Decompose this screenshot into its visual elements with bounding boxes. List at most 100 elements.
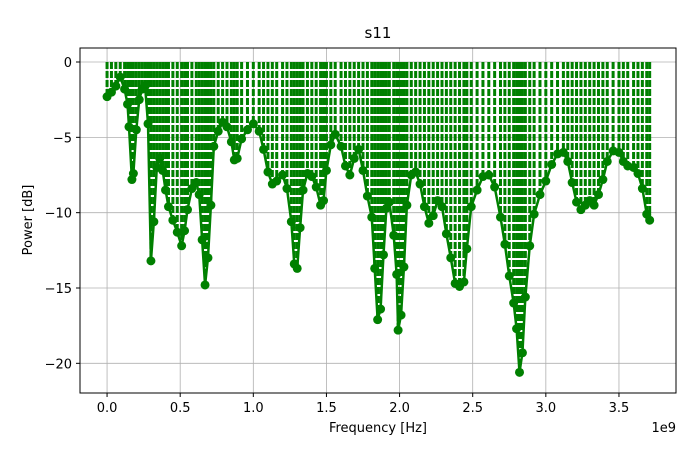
x-tick-label: 0.0 [97, 401, 118, 416]
marker [115, 72, 125, 82]
marker [358, 165, 368, 175]
marker [396, 310, 406, 320]
marker [286, 217, 296, 227]
marker [298, 185, 308, 195]
marker [547, 159, 557, 169]
y-axis-label: Power [dB] [21, 185, 36, 256]
marker [567, 178, 577, 188]
marker [393, 325, 403, 335]
marker [399, 262, 409, 272]
marker [500, 239, 510, 249]
marker [424, 218, 434, 228]
chart-title: s11 [365, 24, 392, 42]
marker [158, 165, 168, 175]
marker [124, 122, 134, 132]
x-tick-label: 3.0 [535, 401, 556, 416]
marker [259, 144, 269, 154]
marker [168, 215, 178, 225]
marker [593, 190, 603, 200]
y-tick-label: −10 [45, 207, 72, 222]
marker [209, 141, 219, 151]
marker [282, 184, 292, 194]
marker [354, 144, 364, 154]
series [105, 62, 652, 373]
marker [182, 205, 192, 215]
marker [384, 197, 394, 207]
marker [645, 215, 655, 225]
marker [155, 153, 165, 163]
x-tick-label: 2.0 [389, 401, 410, 416]
marker [180, 226, 190, 236]
y-tick-label: 0 [64, 56, 72, 71]
marker [330, 129, 340, 139]
marker [558, 147, 568, 157]
marker [495, 212, 505, 222]
marker [637, 184, 647, 194]
marker [292, 263, 302, 273]
marker [163, 202, 173, 212]
marker [389, 230, 399, 240]
x-axis-label: Frequency [Hz] [329, 421, 427, 436]
marker [200, 280, 210, 290]
marker [319, 196, 329, 206]
marker [378, 250, 388, 260]
marker [367, 212, 377, 222]
marker [441, 229, 451, 239]
marker [131, 125, 141, 135]
marker [272, 176, 282, 186]
marker [326, 140, 336, 150]
marker [614, 147, 624, 157]
marker [362, 191, 372, 201]
marker [191, 178, 201, 188]
marker [336, 141, 346, 151]
marker [602, 156, 612, 166]
line [106, 73, 651, 373]
marker [254, 126, 264, 136]
x-offset-label: 1e9 [651, 421, 676, 436]
marker [446, 253, 456, 263]
marker [541, 176, 551, 186]
marker [520, 292, 530, 302]
marker [146, 256, 156, 266]
marker [415, 179, 425, 189]
marker [466, 202, 476, 212]
marker [128, 168, 138, 178]
marker [340, 161, 350, 171]
marker [598, 175, 608, 185]
marker [172, 227, 182, 237]
marker [263, 167, 273, 177]
marker [572, 197, 582, 207]
marker [278, 170, 288, 180]
marker [307, 172, 317, 182]
y-tick-label: −15 [45, 282, 72, 297]
marker [120, 84, 130, 94]
marker [143, 119, 153, 129]
marker [517, 348, 527, 358]
marker [177, 241, 187, 251]
marker [563, 156, 573, 166]
marker [206, 200, 216, 210]
marker [311, 182, 321, 192]
marker [349, 153, 359, 163]
marker [203, 253, 213, 263]
marker [242, 125, 252, 135]
marker [535, 190, 545, 200]
marker [509, 298, 519, 308]
y-tick-label: −5 [53, 131, 72, 146]
marker [226, 137, 236, 147]
marker [194, 190, 204, 200]
marker [525, 241, 535, 251]
marker [437, 202, 447, 212]
marker [490, 182, 500, 192]
marker [345, 170, 355, 180]
marker [428, 211, 438, 221]
marker [111, 81, 121, 91]
marker [321, 165, 331, 175]
marker [232, 153, 242, 163]
x-tick-label: 1.5 [316, 401, 337, 416]
marker [376, 304, 386, 314]
marker [402, 200, 412, 210]
marker [134, 95, 144, 105]
marker [123, 99, 133, 109]
